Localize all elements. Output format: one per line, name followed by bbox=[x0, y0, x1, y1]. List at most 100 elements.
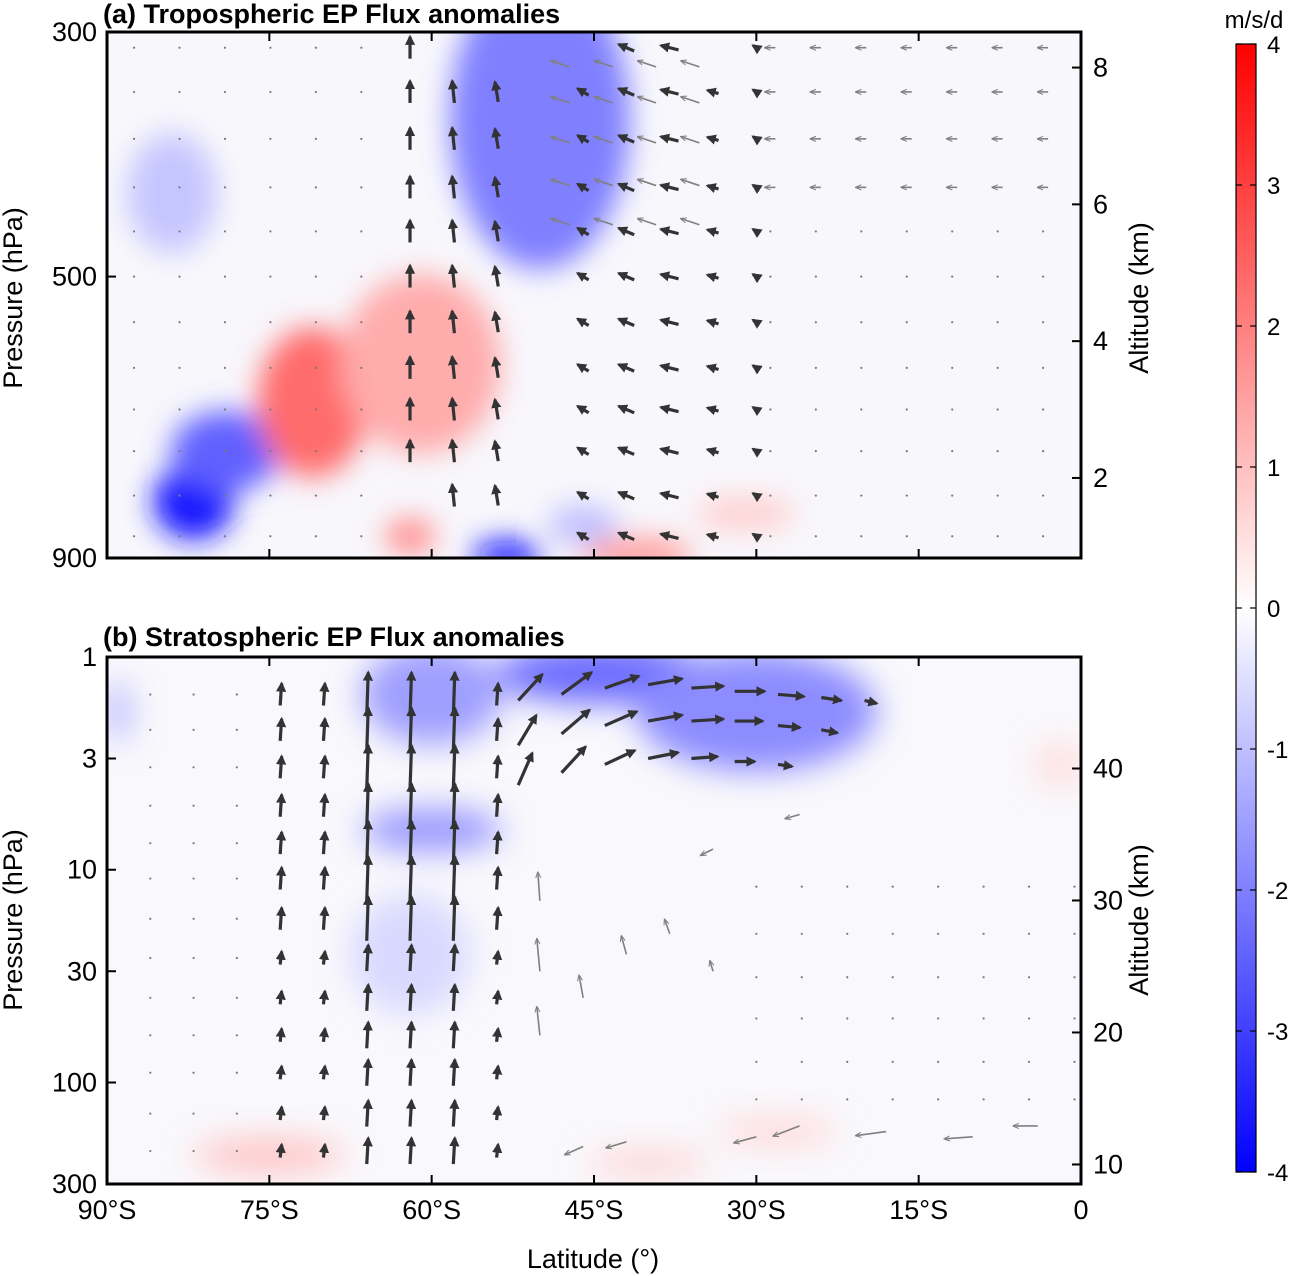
ep-flux-arrow bbox=[595, 61, 614, 68]
vector-dot bbox=[132, 186, 136, 189]
ep-flux-arrow-strong bbox=[275, 905, 287, 930]
vector-dot bbox=[314, 535, 317, 538]
ep-flux-arrow bbox=[774, 1125, 800, 1136]
vector-dot bbox=[905, 366, 908, 369]
anomaly-core-9 bbox=[107, 681, 130, 742]
ep-flux-arrow-strong bbox=[705, 318, 720, 328]
vector-dot bbox=[937, 1098, 940, 1101]
ep-flux-arrow-strong bbox=[492, 865, 503, 890]
vector-dot bbox=[1073, 976, 1076, 979]
vector-dot bbox=[192, 1034, 195, 1037]
ep-flux-arrow-strong bbox=[449, 781, 460, 828]
colorbar-tick-label: 3 bbox=[1267, 173, 1280, 200]
vector-dot bbox=[360, 408, 363, 411]
ep-flux-arrow-strong bbox=[705, 227, 720, 238]
ep-flux-arrow-strong bbox=[491, 219, 502, 242]
ep-flux-arrow-strong bbox=[658, 86, 679, 97]
y-tick-label: 300 bbox=[52, 17, 97, 47]
ep-flux-arrow bbox=[701, 848, 714, 855]
ep-flux-arrow-strong bbox=[362, 743, 374, 790]
ep-flux-arrow-strong bbox=[319, 716, 330, 741]
ep-flux-arrow-strong bbox=[777, 760, 795, 771]
ep-flux-arrow-strong bbox=[275, 865, 287, 890]
ep-flux-arrow-strong bbox=[616, 42, 635, 53]
vector-dot bbox=[860, 230, 863, 233]
anomaly-core-6 bbox=[472, 541, 543, 558]
ep-flux-arrow-strong bbox=[491, 126, 502, 150]
vector-dot bbox=[769, 275, 772, 278]
vector-dot bbox=[800, 976, 803, 979]
vector-dot bbox=[178, 186, 181, 189]
vector-dot bbox=[132, 450, 136, 453]
vector-dot bbox=[269, 366, 272, 369]
vector-dot bbox=[132, 408, 136, 411]
y-tick-label: 10 bbox=[67, 855, 97, 885]
ep-flux-arrow-strong bbox=[777, 721, 803, 732]
vector-dot bbox=[814, 230, 817, 233]
vector-dot bbox=[1073, 932, 1076, 935]
vector-dot bbox=[149, 804, 152, 807]
vector-dot bbox=[360, 137, 363, 140]
vector-dot bbox=[223, 137, 227, 140]
vector-dot bbox=[755, 932, 758, 935]
ep-flux-arrow-strong bbox=[616, 531, 635, 542]
ep-flux-arrow-strong bbox=[751, 135, 763, 146]
ep-flux-arrow-strong bbox=[705, 446, 720, 457]
colorbar: m/s/d -4 -3 -2 -1 0 1 2 3 4 bbox=[1225, 7, 1289, 1187]
ep-flux-arrow bbox=[538, 873, 540, 901]
ep-flux-arrow-strong bbox=[560, 671, 594, 696]
y-tick-label: 1 bbox=[82, 642, 97, 672]
ep-flux-arrow bbox=[595, 97, 614, 104]
ep-flux-arrow-strong bbox=[449, 1098, 460, 1127]
vector-dot bbox=[769, 366, 772, 369]
ep-flux-arrow bbox=[552, 180, 570, 187]
vector-dot bbox=[223, 230, 227, 233]
anomaly-core-3 bbox=[361, 807, 502, 852]
panel-b-y2label: Altitude (km) bbox=[1124, 844, 1154, 996]
panel-b-shading bbox=[107, 657, 1081, 1176]
ep-flux-arrow-strong bbox=[362, 1136, 373, 1165]
vector-dot bbox=[223, 46, 227, 49]
vector-dot bbox=[192, 996, 195, 999]
vector-dot bbox=[800, 1017, 803, 1020]
panel-b-ticks: 1 3 10 30 100 300 10 20 30 40 90°S 75°S 60°S 45°S 30°S… bbox=[52, 642, 1123, 1225]
vector-dot bbox=[905, 408, 908, 411]
ep-flux-arrow-strong bbox=[616, 87, 635, 97]
vector-dot bbox=[149, 996, 152, 999]
vector-dot bbox=[149, 1071, 152, 1074]
vector-dot bbox=[269, 321, 272, 324]
x-tick-label: 75°S bbox=[240, 1195, 299, 1225]
ep-flux-arrow-strong bbox=[691, 752, 720, 763]
vector-dot bbox=[1073, 1098, 1076, 1101]
vector-dot bbox=[1042, 450, 1045, 453]
vector-dot bbox=[235, 728, 238, 731]
ep-flux-arrow-strong bbox=[658, 531, 679, 541]
colorbar-tick-label: -2 bbox=[1267, 878, 1288, 905]
ep-flux-arrow-strong bbox=[362, 854, 374, 901]
vector-dot bbox=[769, 321, 772, 324]
vector-dot bbox=[314, 366, 317, 369]
vector-dot bbox=[905, 321, 908, 324]
vector-dot bbox=[269, 494, 272, 497]
ep-flux-arrow-strong bbox=[406, 781, 417, 828]
ep-flux-arrow-strong bbox=[616, 363, 635, 373]
ep-flux-arrow-strong bbox=[275, 754, 287, 779]
vector-dot bbox=[891, 976, 894, 979]
vector-dot bbox=[178, 408, 181, 411]
ep-flux-arrow bbox=[734, 1136, 757, 1143]
panel-b-title: (b) Stratospheric EP Flux anomalies bbox=[103, 622, 565, 652]
vector-dot bbox=[178, 366, 181, 369]
ep-flux-arrow-strong bbox=[575, 490, 590, 501]
vector-dot bbox=[860, 366, 863, 369]
vector-dot bbox=[360, 366, 363, 369]
ep-flux-arrow-strong bbox=[751, 405, 763, 417]
ep-flux-arrow-strong bbox=[492, 792, 503, 817]
ep-flux-arrow-strong bbox=[821, 694, 844, 705]
colorbar-tick-label: -4 bbox=[1267, 1160, 1288, 1187]
ep-flux-arrow-strong bbox=[658, 271, 679, 282]
ep-flux-arrow-strong bbox=[406, 705, 417, 752]
vector-dot bbox=[996, 494, 999, 497]
ep-flux-arrow bbox=[552, 97, 570, 104]
ep-flux-arrow-strong bbox=[447, 438, 459, 463]
vector-dot bbox=[755, 885, 758, 888]
